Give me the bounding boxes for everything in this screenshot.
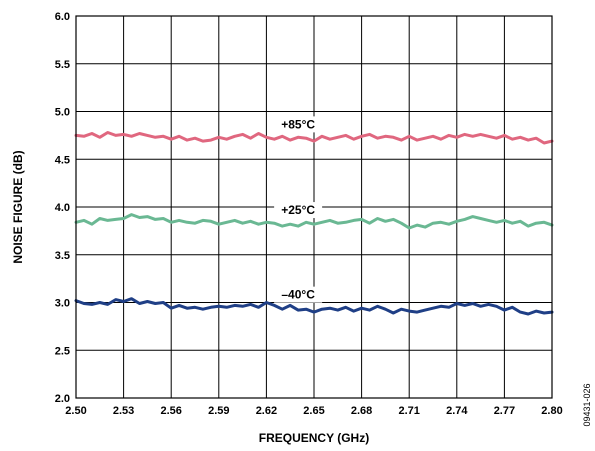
- series-line: [74, 297, 554, 316]
- y-tick-label: 2.5: [55, 345, 70, 357]
- y-tick-label: 6.0: [55, 11, 70, 23]
- plot-frame: [75, 15, 553, 399]
- figure-id: 09431-026: [582, 383, 592, 426]
- y-tick-label: 3.5: [55, 250, 70, 262]
- x-axis-title: FREQUENCY (GHz): [259, 431, 369, 445]
- y-tick-label: 4.0: [55, 202, 70, 214]
- series-labels: +85°C +25°C –40°C: [274, 116, 323, 303]
- y-tick-labels: 2.0 2.5 3.0 3.5 4.0 4.5 5.0 5.5 6.0: [55, 11, 70, 405]
- series-lines: [74, 131, 554, 316]
- series-label: –40°C: [281, 288, 315, 302]
- series-label-background: [274, 116, 323, 133]
- x-tick-label: 2.65: [303, 405, 324, 417]
- series-label: +25°C: [281, 203, 315, 217]
- y-tick-label: 5.5: [55, 59, 70, 71]
- x-tick-labels: 2.50 2.53 2.56 2.59 2.62 2.65 2.68 2.71 2.74 2.77…: [65, 405, 562, 417]
- x-tick-label: 2.71: [398, 405, 419, 417]
- x-tick-label: 2.77: [494, 405, 515, 417]
- y-tick-label: 2.0: [55, 393, 70, 405]
- series-line: [74, 131, 554, 145]
- x-tick-label: 2.56: [160, 405, 181, 417]
- y-tick-label: 5.0: [55, 107, 70, 119]
- x-tick-label: 2.53: [113, 405, 134, 417]
- x-tick-label: 2.59: [208, 405, 229, 417]
- x-tick-label: 2.74: [446, 405, 468, 417]
- x-tick-label: 2.62: [256, 405, 277, 417]
- y-tick-label: 3.0: [55, 298, 70, 310]
- series-label-background: [274, 286, 323, 303]
- y-axis-title: NOISE FIGURE (dB): [11, 150, 25, 263]
- series-label-background: [274, 202, 323, 219]
- y-tick-label: 4.5: [55, 154, 70, 166]
- x-tick-label: 2.50: [65, 405, 86, 417]
- x-tick-label: 2.80: [541, 405, 562, 417]
- x-tick-label: 2.68: [351, 405, 372, 417]
- series-label: +85°C: [281, 117, 315, 131]
- series-line: [74, 213, 554, 230]
